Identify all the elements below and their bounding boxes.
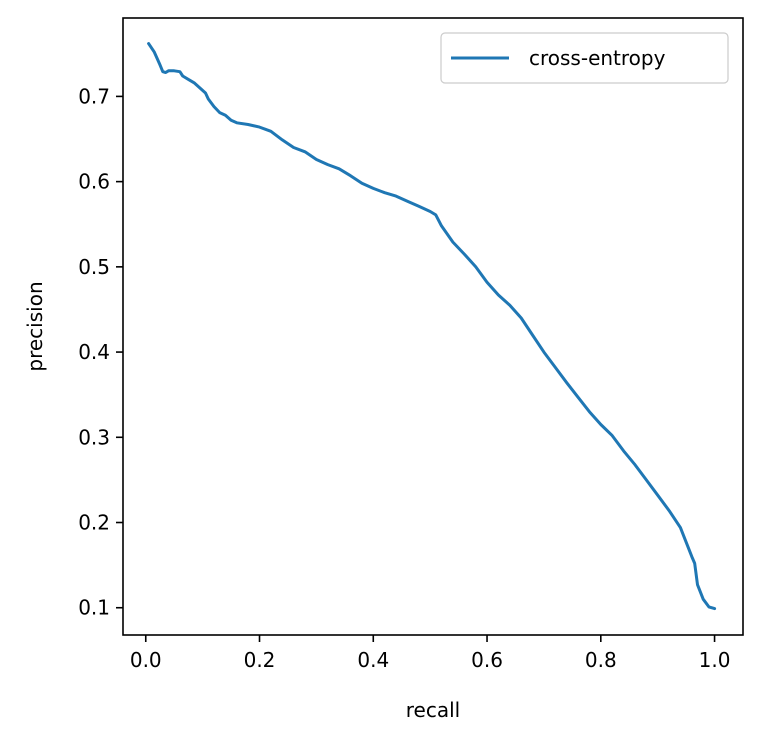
x-tick-label: 0.0 xyxy=(130,648,162,672)
y-tick-label: 0.3 xyxy=(78,425,110,449)
y-tick-label: 0.7 xyxy=(78,84,110,108)
y-axis-ticks: 0.1 0.2 0.3 0.4 0.5 0.6 0.7 xyxy=(78,84,123,620)
legend-label-cross-entropy: cross-entropy xyxy=(529,46,666,70)
series-line-cross-entropy xyxy=(147,42,717,611)
legend: cross-entropy xyxy=(440,32,729,84)
x-tick-label: 1.0 xyxy=(699,648,731,672)
x-tick-label: 0.4 xyxy=(357,648,389,672)
x-axis-label: recall xyxy=(406,698,460,722)
series-group xyxy=(147,42,717,611)
x-axis-ticks: 0.0 0.2 0.4 0.6 0.8 1.0 xyxy=(130,635,731,672)
plot-area xyxy=(122,17,744,636)
x-tick-label: 0.6 xyxy=(471,648,503,672)
y-tick-label: 0.2 xyxy=(78,511,110,535)
y-tick-label: 0.4 xyxy=(78,340,110,364)
y-tick-label: 0.1 xyxy=(78,596,110,620)
x-tick-label: 0.2 xyxy=(244,648,276,672)
y-axis-label: precision xyxy=(23,281,47,371)
y-tick-label: 0.5 xyxy=(78,255,110,279)
legend-box xyxy=(440,32,729,84)
y-tick-label: 0.6 xyxy=(78,170,110,194)
plot-frame xyxy=(122,17,744,636)
x-tick-label: 0.8 xyxy=(585,648,617,672)
